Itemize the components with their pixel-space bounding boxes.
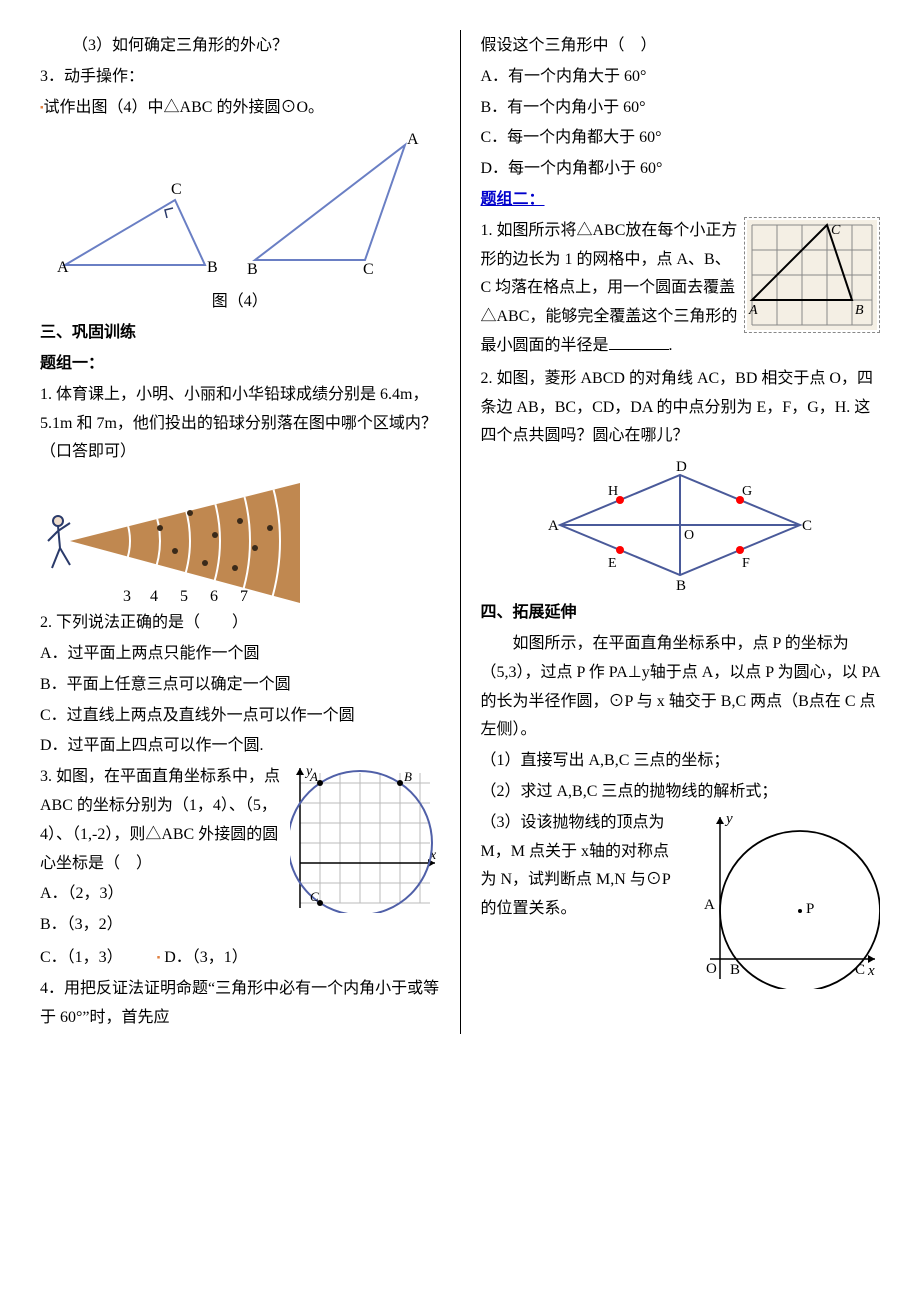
shotput-label-3: 3 xyxy=(123,588,131,603)
rhombus-figure: A C D B O H G E F xyxy=(530,455,830,595)
extension-2: （2）求过 A,B,C 三点的抛物线的解析式； xyxy=(481,778,881,807)
g1-q3-option-C: C．（1，3） xyxy=(40,944,123,973)
ext-O: O xyxy=(706,961,717,977)
group1-q4-continued: 假设这个三角形中（ ） xyxy=(481,32,881,61)
ext-P: P xyxy=(806,901,814,917)
g1-q2-option-B: B．平面上任意三点可以确定一个圆 xyxy=(40,671,440,700)
blank-fill[interactable] xyxy=(609,333,669,350)
group1-q1: 1. 体育课上，小明、小丽和小华铅球成绩分别是 6.4m，5.1m 和 7m，他… xyxy=(40,381,440,467)
label-C-2: C xyxy=(363,261,374,278)
ext-y: y xyxy=(724,811,733,827)
figure-4-triangle-left: A B C xyxy=(55,170,225,280)
extension-1: （1）直接写出 A,B,C 三点的坐标； xyxy=(481,747,881,776)
shotput-label-4: 4 xyxy=(150,588,158,603)
figure-4-caption: 图（4） xyxy=(40,288,440,317)
group1-q4-options: A．有一个内角大于 60° B．有一个内角小于 60° C．每一个内角都大于 6… xyxy=(481,63,881,184)
rhombus-B: B xyxy=(676,578,686,594)
group1-q3-grid: x y A B C xyxy=(290,763,440,913)
g1-q4-option-A: A．有一个内角大于 60° xyxy=(481,63,881,92)
group2-q1-grid: A B C xyxy=(747,220,877,330)
group-1-heading: 题组一： xyxy=(40,350,440,379)
rhombus-A: A xyxy=(548,518,559,534)
q3-label-A: A xyxy=(309,769,318,784)
column-divider xyxy=(460,30,461,1034)
ext-A: A xyxy=(704,897,715,913)
group1-q2: 2. 下列说法正确的是（ ） xyxy=(40,609,440,638)
figure-4-row: A B C B C A xyxy=(40,130,440,280)
ext-x: x xyxy=(867,963,875,979)
question-3-3-text: ▪试作出图（4）中△ABC 的外接圆⊙O。 xyxy=(40,94,440,123)
g1-q4-option-D: D．每一个内角都小于 60° xyxy=(481,155,881,184)
label-B-2: B xyxy=(247,261,258,278)
label-A-2: A xyxy=(407,131,419,148)
g1-q2-option-C: C．过直线上两点及直线外一点可以作一个圆 xyxy=(40,702,440,731)
shotput-label-6: 6 xyxy=(210,588,218,603)
section-4-heading: 四、拓展延伸 xyxy=(481,599,881,628)
shotput-label-7: 7 xyxy=(240,588,248,603)
extension-figure: P A B C O x y xyxy=(690,809,880,989)
left-column: （3）如何确定三角形的外心？ 3．动手操作： ▪试作出图（4）中△ABC 的外接… xyxy=(40,30,440,1034)
question-3-3-heading: 3．动手操作： xyxy=(40,63,440,92)
group1-q2-options: A．过平面上两点只能作一个圆 B．平面上任意三点可以确定一个圆 C．过直线上两点… xyxy=(40,640,440,761)
g2-label-A: A xyxy=(748,303,758,318)
g1-q3-option-B: B．（3，2） xyxy=(40,911,440,940)
marker-icon-2: ▪ xyxy=(157,952,161,963)
group1-q4: 4．用把反证法证明命题“三角形中必有一个内角小于或等于 60°”时，首先应 xyxy=(40,975,440,1033)
rhombus-O: O xyxy=(684,528,694,543)
q3-label-C: C xyxy=(310,889,319,904)
rhombus-F: F xyxy=(742,556,750,571)
shotput-figure: 3 4 5 6 7 xyxy=(40,473,300,603)
q3-label-B: B xyxy=(404,769,412,784)
question-3-sub3: （3）如何确定三角形的外心？ xyxy=(40,32,440,61)
figure-4-triangle-right: B C A xyxy=(235,130,425,280)
g2-label-B: B xyxy=(855,303,864,318)
right-column: 假设这个三角形中（ ） A．有一个内角大于 60° B．有一个内角小于 60° … xyxy=(481,30,881,1034)
rhombus-H: H xyxy=(608,484,618,499)
g1-q3-option-D: D．（3，1） xyxy=(164,944,248,973)
label-A: A xyxy=(57,259,69,276)
shotput-label-5: 5 xyxy=(180,588,188,603)
label-B: B xyxy=(207,259,218,276)
extension-intro: 如图所示，在平面直角坐标系中，点 P 的坐标为（5,3），过点 P 作 PA⊥y… xyxy=(481,630,881,745)
g2-label-C: C xyxy=(831,223,841,238)
ext-C: C xyxy=(855,962,865,978)
g1-q2-option-A: A．过平面上两点只能作一个圆 xyxy=(40,640,440,669)
rhombus-C: C xyxy=(802,518,812,534)
section-3-heading: 三、巩固训练 xyxy=(40,319,440,348)
label-C: C xyxy=(171,181,182,198)
rhombus-D: D xyxy=(676,459,687,475)
group2-q1-figure-box: A B C xyxy=(744,217,880,333)
g1-q2-option-D: D．过平面上四点可以作一个圆. xyxy=(40,732,440,761)
group-2-heading: 题组二： xyxy=(481,191,545,208)
g1-q4-option-B: B．有一个内角小于 60° xyxy=(481,94,881,123)
ext-B: B xyxy=(730,962,740,978)
g1-q4-option-C: C．每一个内角都大于 60° xyxy=(481,124,881,153)
rhombus-G: G xyxy=(742,484,752,499)
rhombus-E: E xyxy=(608,556,617,571)
g1-q3-options-cd: C．（1，3） ▪ D．（3，1） xyxy=(40,944,440,973)
group2-q2: 2. 如图，菱形 ABCD 的对角线 AC，BD 相交于点 O，四条边 AB，B… xyxy=(481,365,881,451)
